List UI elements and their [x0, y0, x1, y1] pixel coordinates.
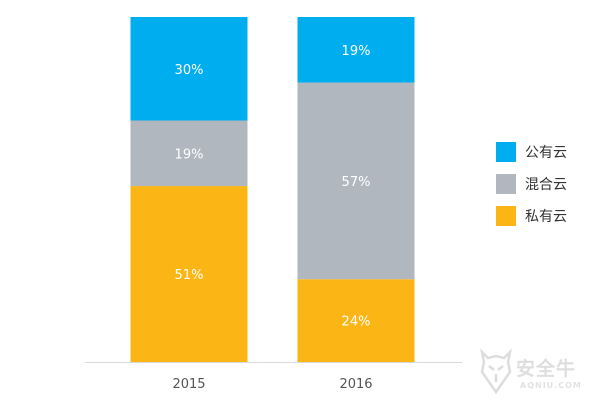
data-label: 51%	[175, 268, 204, 283]
legend-item-private-cloud: 私有云	[496, 206, 567, 226]
watermark-domain: AQNIU.COM	[520, 381, 582, 390]
data-label: 24%	[342, 315, 371, 330]
x-tick-label: 2016	[339, 377, 372, 392]
bar-segment	[297, 279, 415, 362]
legend-swatch-private-cloud	[496, 206, 516, 226]
bar-segment	[130, 186, 248, 362]
data-label: 30%	[175, 63, 204, 78]
legend-swatch-hybrid-cloud	[496, 174, 516, 194]
bull-shield-icon	[479, 348, 513, 394]
legend-label-public-cloud: 公有云	[525, 145, 567, 161]
legend-item-public-cloud: 公有云	[496, 142, 567, 162]
data-label: 19%	[175, 147, 204, 162]
legend-label-private-cloud: 私有云	[525, 209, 567, 225]
bar-segment	[130, 120, 248, 187]
bar-segment	[297, 82, 415, 280]
data-label: 19%	[342, 44, 371, 59]
legend-label-hybrid-cloud: 混合云	[525, 177, 567, 193]
bar-segment	[130, 17, 248, 121]
legend-swatch-public-cloud	[496, 142, 516, 162]
x-tick-label: 2015	[172, 377, 205, 392]
watermark-name: 安全牛	[516, 358, 577, 380]
legend: 公有云 混合云 私有云	[496, 142, 567, 238]
bars-group: 51% 19% 30% 24% 57% 19%	[130, 17, 415, 362]
data-label: 57%	[342, 175, 371, 190]
legend-item-hybrid-cloud: 混合云	[496, 174, 567, 194]
watermark: 安全牛 AQNIU.COM	[476, 346, 596, 396]
bar-segment	[297, 17, 415, 83]
x-axis-ticks: 2015 2016	[172, 377, 372, 392]
